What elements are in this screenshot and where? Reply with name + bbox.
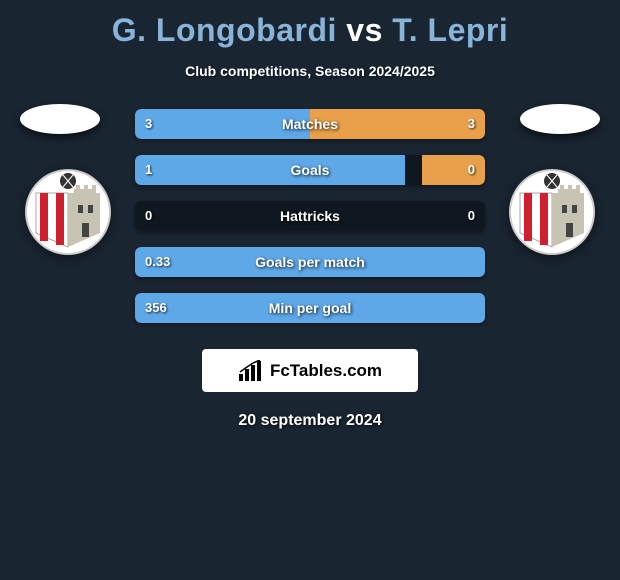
stat-row: 33Matches [135,109,485,139]
brand-name: FcTables.com [270,361,382,381]
jersey-shape-right [520,104,600,134]
date-text: 20 september 2024 [0,412,620,430]
jersey-right [520,104,600,134]
stat-bar-right [310,109,485,139]
stat-row: 356Min per goal [135,293,485,323]
stat-value-left: 1 [145,155,152,185]
club-crest-right [502,169,602,255]
stat-bar-left [135,155,405,185]
player1-name: G. Longobardi [112,12,337,48]
stat-row: 0 0Hattricks [135,201,485,231]
brand-badge: FcTables.com [202,349,418,392]
chart-area: 33Matches10Goals00Hattricks0.33Goals per… [0,109,620,339]
comparison-card: G. Longobardi vs T. Lepri Club competiti… [0,0,620,580]
stat-bar-left [135,247,485,277]
jersey-shape-left [20,104,100,134]
stat-value-left: 0.33 [145,247,170,277]
stat-row: 10Goals [135,155,485,185]
stat-value-right: 0 [468,201,475,231]
stat-bar-left [135,109,310,139]
stat-bar-right [422,155,485,185]
jersey-left [20,104,100,134]
stat-rows: 33Matches10Goals00Hattricks0.33Goals per… [135,109,485,339]
stat-value-right: 3 [468,109,475,139]
stat-value-right: 0 [468,155,475,185]
player2-name: T. Lepri [392,12,508,48]
stat-row: 0.33Goals per match [135,247,485,277]
bar-chart-icon [238,360,264,382]
stat-value-left: 356 [145,293,167,323]
page-title: G. Longobardi vs T. Lepri [0,0,620,49]
stat-label: Hattricks [135,201,485,231]
stat-value-left: 0 [145,201,152,231]
club-crest-left [18,169,118,255]
vs-text: vs [346,12,383,48]
stat-value-left: 3 [145,109,152,139]
stat-bar-left [135,293,485,323]
subtitle: Club competitions, Season 2024/2025 [0,63,620,79]
